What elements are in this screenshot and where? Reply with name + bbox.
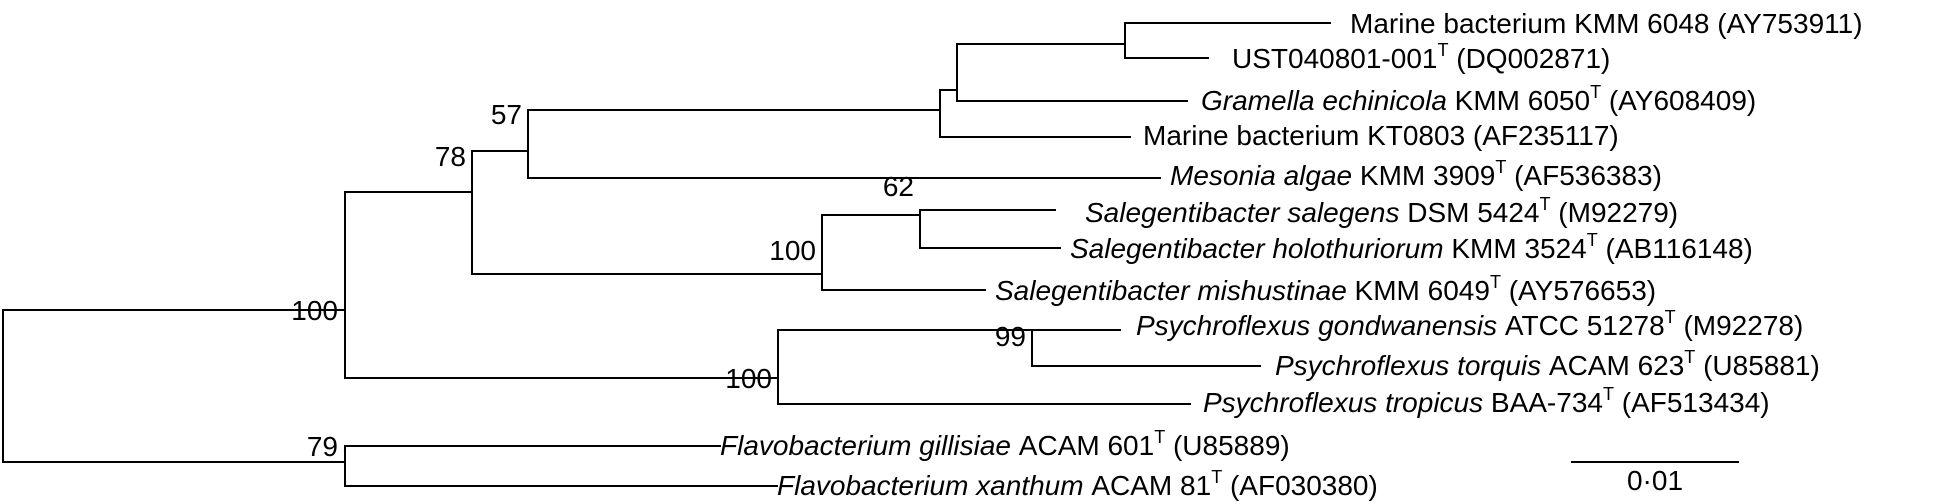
leaf-labels: Marine bacterium KMM 6048 (AY753911)UST0… <box>720 8 1863 501</box>
type-strain-mark: T <box>1587 230 1598 250</box>
leaf-label-l10: Psychroflexus torquis ACAM 623T (U85881) <box>1275 347 1820 381</box>
accession-number: (AY576653) <box>1501 275 1656 306</box>
species-name: Gramella echinicola <box>1201 85 1455 116</box>
species-name: Flavobacterium xanthum <box>777 470 1091 501</box>
strain-label: BAA-734 <box>1491 387 1603 418</box>
species-name: Psychroflexus torquis <box>1275 350 1549 381</box>
accession-number: (U85889) <box>1165 430 1290 461</box>
strain-label: ATCC 51278 <box>1505 310 1665 341</box>
scale-bar-label: 0·01 <box>1627 465 1683 496</box>
bootstrap-value: 100 <box>291 295 338 326</box>
leaf-label-l5: Mesonia algae KMM 3909T (AF536383) <box>1170 157 1662 191</box>
bootstrap-value: 100 <box>769 235 816 266</box>
strain-label: DSM 5424 <box>1407 197 1539 228</box>
bootstrap-value: 57 <box>491 99 522 130</box>
accession-number: (DQ002871) <box>1448 43 1610 74</box>
accession-number: (AF513434) <box>1614 387 1770 418</box>
strain-label: KMM 3524 <box>1451 233 1586 264</box>
type-strain-mark: T <box>1490 272 1501 292</box>
strain-label: Marine bacterium KMM 6048 <box>1350 8 1709 39</box>
leaf-label-l2: UST040801-001T (DQ002871) <box>1232 40 1610 74</box>
leaf-label-l13: Flavobacterium xanthum ACAM 81T (AF03038… <box>777 467 1378 501</box>
accession-number: (U85881) <box>1695 350 1820 381</box>
species-name: Psychroflexus gondwanensis <box>1136 310 1505 341</box>
type-strain-mark: T <box>1495 157 1506 177</box>
leaf-label-l12: Flavobacterium gillisiae ACAM 601T (U858… <box>720 427 1290 461</box>
tree-branches <box>2 22 1331 487</box>
strain-label: ACAM 81 <box>1091 470 1211 501</box>
accession-number: (AF030380) <box>1222 470 1378 501</box>
type-strain-mark: T <box>1590 82 1601 102</box>
accession-number: (M92278) <box>1676 310 1804 341</box>
accession-number: (AF235117) <box>1465 120 1619 151</box>
scale-bar: 0·01 <box>1571 461 1739 496</box>
type-strain-mark: T <box>1603 384 1614 404</box>
leaf-label-l4: Marine bacterium KT0803 (AF235117) <box>1143 120 1619 151</box>
strain-label: KMM 6050 <box>1455 85 1590 116</box>
accession-number: (AY608409) <box>1601 85 1756 116</box>
bootstrap-value: 100 <box>725 363 772 394</box>
accession-number: (AB116148) <box>1598 233 1753 264</box>
leaf-label-l3: Gramella echinicola KMM 6050T (AY608409) <box>1201 82 1756 116</box>
species-name: Salegentibacter mishustinae <box>995 275 1355 306</box>
type-strain-mark: T <box>1211 467 1222 487</box>
bootstrap-value: 62 <box>883 171 914 202</box>
type-strain-mark: T <box>1154 427 1165 447</box>
leaf-label-l7: Salegentibacter holothuriorum KMM 3524T … <box>1070 230 1753 264</box>
leaf-label-l6: Salegentibacter salegens DSM 5424T (M922… <box>1085 194 1678 228</box>
accession-number: (AY753911) <box>1709 8 1862 39</box>
bootstrap-value: 78 <box>435 141 466 172</box>
leaf-label-l1: Marine bacterium KMM 6048 (AY753911) <box>1350 8 1863 39</box>
species-name: Salegentibacter holothuriorum <box>1070 233 1451 264</box>
species-name: Psychroflexus tropicus <box>1203 387 1491 418</box>
species-name: Flavobacterium gillisiae <box>720 430 1019 461</box>
type-strain-mark: T <box>1437 40 1448 60</box>
bootstrap-value: 79 <box>307 431 338 462</box>
species-name: Mesonia algae <box>1170 160 1360 191</box>
type-strain-mark: T <box>1684 347 1695 367</box>
strain-label: KMM 6049 <box>1355 275 1490 306</box>
leaf-label-l11: Psychroflexus tropicus BAA-734T (AF51343… <box>1203 384 1770 418</box>
strain-label: UST040801-001 <box>1232 43 1437 74</box>
bootstrap-values: 57 78 62 100 100 99 100 79 <box>291 99 1026 462</box>
bootstrap-value: 99 <box>995 321 1026 352</box>
strain-label: ACAM 623 <box>1549 350 1684 381</box>
type-strain-mark: T <box>1665 307 1676 327</box>
strain-label: Marine bacterium KT0803 <box>1143 120 1465 151</box>
species-name: Salegentibacter salegens <box>1085 197 1407 228</box>
leaf-label-l8: Salegentibacter mishustinae KMM 6049T (A… <box>995 272 1656 306</box>
accession-number: (M92279) <box>1551 197 1679 228</box>
accession-number: (AF536383) <box>1506 160 1662 191</box>
strain-label: KMM 3909 <box>1360 160 1495 191</box>
type-strain-mark: T <box>1540 194 1551 214</box>
strain-label: ACAM 601 <box>1019 430 1154 461</box>
leaf-label-l9: Psychroflexus gondwanensis ATCC 51278T (… <box>1136 307 1803 341</box>
